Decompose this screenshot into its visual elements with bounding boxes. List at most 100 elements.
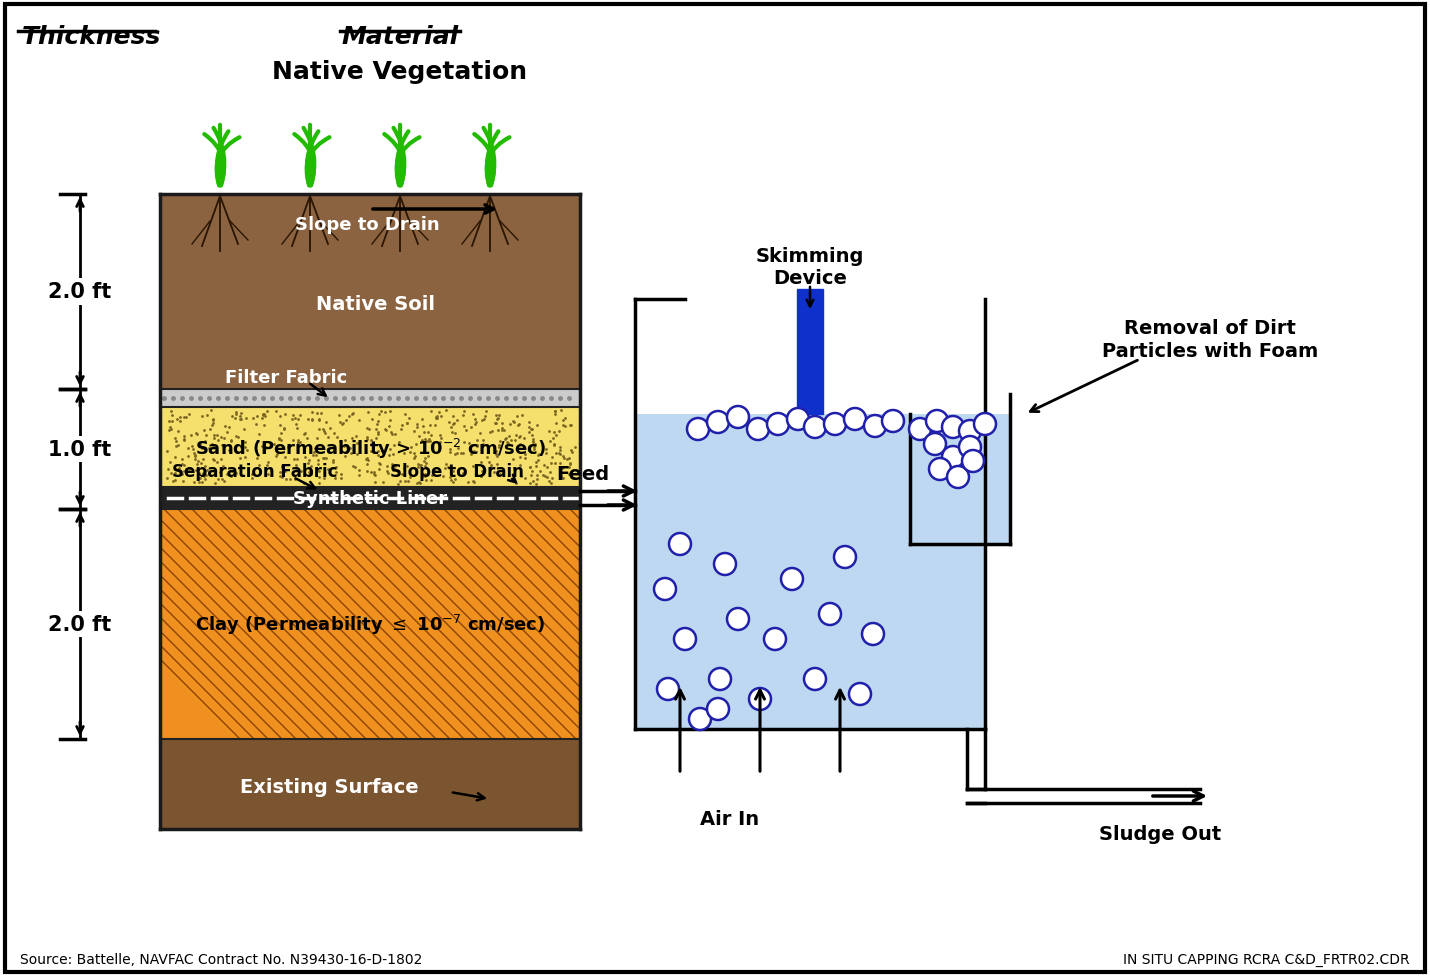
Point: [230, 439, 253, 454]
Point: [329, 470, 352, 486]
Circle shape: [781, 569, 804, 590]
Point: [307, 475, 330, 490]
Point: [342, 405, 365, 421]
Point: [521, 428, 543, 444]
Point: [526, 468, 549, 484]
Point: [362, 467, 385, 483]
Point: [376, 459, 399, 475]
Point: [502, 461, 525, 477]
Point: [193, 434, 216, 449]
Point: [206, 472, 229, 488]
Point: [412, 444, 435, 459]
Point: [415, 434, 438, 449]
Point: [187, 453, 210, 469]
Point: [347, 436, 370, 451]
Point: [156, 444, 179, 459]
Point: [160, 414, 183, 430]
Point: [223, 410, 246, 426]
Point: [503, 433, 526, 448]
Text: Native Vegetation: Native Vegetation: [273, 60, 528, 84]
Circle shape: [819, 604, 841, 625]
Point: [435, 404, 458, 419]
Point: [418, 434, 440, 449]
Point: [269, 433, 292, 448]
Point: [340, 407, 363, 423]
Point: [272, 420, 295, 436]
Point: [453, 435, 476, 450]
Point: [273, 421, 296, 437]
Point: [413, 467, 436, 483]
Point: [202, 415, 225, 431]
Text: Skimming
Device: Skimming Device: [756, 247, 864, 288]
Point: [505, 428, 528, 444]
Point: [173, 458, 196, 474]
Point: [172, 433, 194, 448]
Point: [405, 437, 428, 452]
Point: [513, 471, 536, 487]
Point: [543, 404, 566, 419]
Point: [452, 404, 475, 420]
Point: [473, 408, 496, 424]
Point: [420, 473, 443, 488]
Point: [558, 459, 581, 475]
Point: [200, 437, 223, 452]
Bar: [635, 414, 985, 729]
Point: [199, 403, 222, 418]
Point: [280, 411, 303, 427]
Point: [356, 453, 379, 469]
Point: [202, 438, 225, 453]
Point: [543, 406, 566, 422]
Circle shape: [674, 628, 696, 651]
Point: [245, 450, 267, 466]
Point: [496, 436, 519, 451]
Point: [203, 452, 226, 468]
Point: [535, 470, 558, 486]
Bar: [797, 290, 824, 414]
Point: [490, 415, 513, 431]
Point: [425, 411, 448, 427]
Bar: [160, 194, 581, 390]
Point: [345, 429, 368, 445]
Point: [286, 451, 309, 467]
Point: [482, 465, 505, 481]
Point: [558, 455, 581, 471]
Point: [533, 458, 556, 474]
Point: [496, 435, 519, 450]
Point: [160, 466, 183, 482]
Point: [459, 420, 482, 436]
Point: [184, 463, 207, 479]
Point: [356, 432, 379, 447]
Point: [337, 408, 360, 424]
Point: [183, 446, 206, 461]
Point: [163, 473, 186, 488]
Point: [287, 433, 310, 448]
Point: [235, 410, 257, 426]
Point: [170, 467, 193, 483]
Point: [393, 406, 416, 422]
Point: [513, 431, 536, 446]
Point: [325, 460, 347, 476]
Point: [347, 412, 370, 428]
Point: [363, 467, 386, 483]
Point: [217, 420, 240, 436]
Point: [300, 413, 323, 429]
Text: Separation Fabric: Separation Fabric: [172, 462, 337, 481]
Point: [508, 416, 531, 432]
Point: [315, 451, 337, 467]
Point: [180, 427, 203, 443]
Point: [217, 443, 240, 458]
Point: [289, 435, 312, 450]
Point: [282, 433, 305, 448]
Point: [543, 404, 566, 419]
Point: [194, 407, 217, 423]
Point: [335, 413, 358, 429]
Point: [306, 405, 329, 421]
Point: [260, 468, 283, 484]
Point: [295, 431, 317, 446]
Point: [420, 428, 443, 444]
Point: [489, 466, 512, 482]
Point: [347, 463, 370, 479]
Point: [370, 443, 393, 458]
Point: [219, 468, 242, 484]
Point: [252, 407, 275, 423]
